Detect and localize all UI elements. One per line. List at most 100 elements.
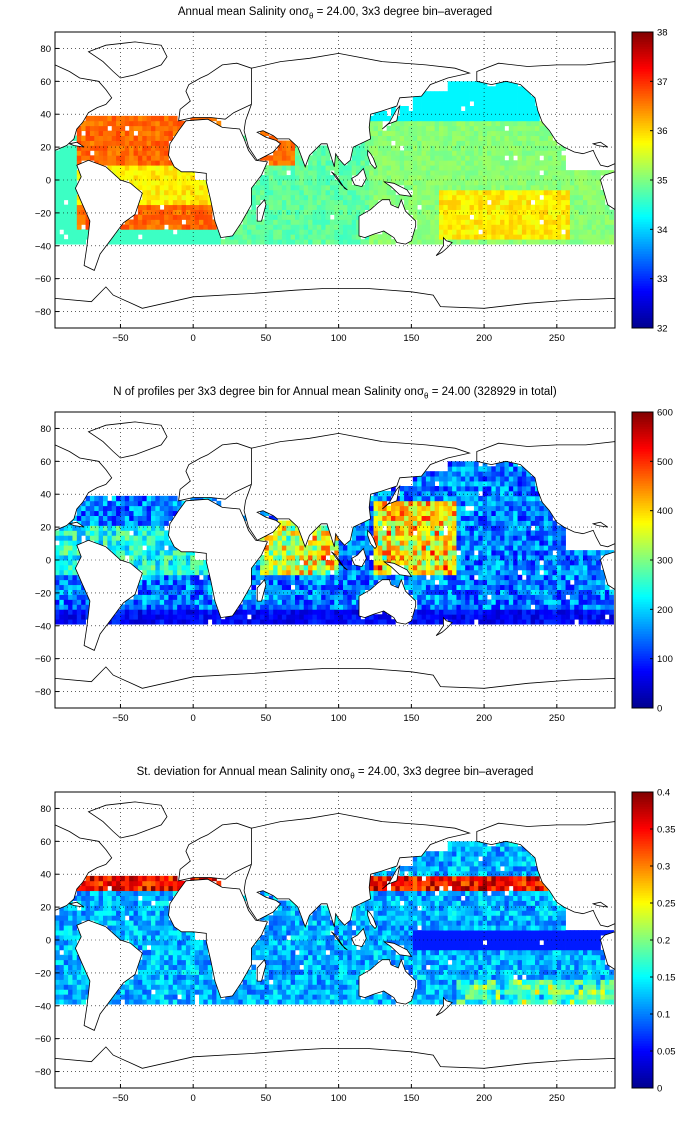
data-cell — [508, 96, 514, 102]
data-cell — [439, 589, 444, 595]
data-cell — [530, 170, 536, 176]
data-cell — [185, 579, 191, 586]
data-cell — [535, 619, 540, 625]
data-cell — [312, 560, 318, 566]
data-cell — [129, 150, 134, 156]
data-cell — [59, 170, 65, 176]
data-cell — [404, 495, 409, 502]
data-cell — [473, 229, 479, 235]
data-cell — [260, 219, 265, 225]
data-cell — [281, 209, 287, 215]
data-cell — [72, 224, 78, 230]
data-cell — [286, 214, 292, 220]
data-cell — [526, 165, 532, 171]
data-cell — [473, 495, 479, 502]
colorbar-segment — [632, 202, 653, 206]
data-cell — [120, 224, 126, 230]
colorbar-segment — [632, 115, 653, 119]
data-cell — [146, 604, 152, 610]
data-cell — [491, 239, 497, 245]
data-cell — [491, 569, 497, 576]
data-cell — [338, 219, 344, 225]
data-cell — [535, 510, 540, 516]
data-cell — [434, 510, 440, 516]
data-cell — [504, 495, 510, 502]
data-cell — [491, 209, 497, 215]
data-cell — [491, 614, 497, 620]
data-cell — [98, 505, 104, 512]
data-cell — [517, 180, 523, 186]
data-cell — [172, 555, 178, 561]
data-cell — [456, 239, 462, 245]
data-cell — [583, 219, 588, 225]
data-cell — [338, 209, 344, 215]
data-cell — [343, 170, 348, 176]
data-cell — [347, 180, 353, 186]
data-cell — [94, 510, 100, 516]
data-cell — [329, 599, 335, 605]
data-cell — [364, 165, 370, 171]
data-cell — [526, 110, 532, 117]
data-cell — [347, 170, 353, 176]
data-cell — [513, 471, 518, 477]
data-cell — [430, 495, 436, 502]
data-cell — [264, 229, 270, 235]
data-cell — [495, 619, 501, 625]
data-cell — [172, 550, 178, 556]
data-cell — [185, 555, 191, 561]
data-cell — [587, 175, 593, 181]
data-cell — [312, 184, 318, 191]
data-cell — [137, 150, 143, 156]
data-cell — [482, 584, 488, 590]
data-cell — [391, 194, 396, 201]
data-cell — [439, 140, 444, 146]
data-cell — [268, 194, 274, 201]
data-cell — [569, 239, 575, 245]
data-cell — [124, 175, 130, 181]
data-cell — [526, 520, 532, 526]
data-cell — [338, 579, 344, 586]
data-cell — [181, 194, 187, 201]
data-cell — [482, 91, 488, 97]
data-cell — [530, 614, 536, 620]
data-cell — [299, 599, 305, 605]
data-cell — [452, 170, 457, 176]
data-cell — [473, 505, 479, 512]
grid-lines — [55, 32, 615, 328]
data-cell — [72, 619, 78, 625]
data-cell — [142, 150, 148, 156]
colorbar-segment — [632, 286, 653, 290]
data-cell — [268, 569, 274, 576]
data-cell — [155, 194, 161, 201]
data-cell — [526, 515, 532, 521]
data-cell — [565, 219, 571, 225]
data-cell — [151, 545, 156, 551]
data-cell — [151, 165, 156, 171]
data-cell — [521, 145, 527, 151]
data-cell — [465, 569, 470, 576]
data-cell — [303, 214, 309, 220]
data-cell — [111, 165, 117, 171]
data-cell — [334, 540, 340, 546]
data-cell — [260, 234, 265, 240]
data-cell — [168, 550, 174, 556]
data-cell — [491, 495, 497, 502]
data-cell — [430, 199, 436, 206]
data-cell — [478, 239, 484, 245]
data-cell — [482, 219, 488, 225]
data-cell — [439, 510, 444, 516]
data-cell — [513, 96, 518, 102]
data-cell — [290, 204, 296, 210]
data-cell — [412, 189, 418, 196]
data-cell — [439, 189, 444, 196]
data-cell — [194, 594, 200, 600]
data-cell — [443, 224, 449, 230]
data-cell — [504, 204, 510, 210]
data-cell — [76, 234, 82, 240]
data-cell — [425, 579, 431, 586]
data-cell — [596, 219, 601, 225]
data-cell — [164, 500, 169, 507]
data-cell — [238, 234, 244, 240]
data-cell — [443, 140, 449, 146]
data-cell — [487, 560, 492, 566]
